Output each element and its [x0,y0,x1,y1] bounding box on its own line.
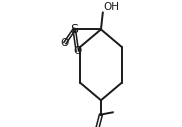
Text: O: O [61,38,69,48]
Text: O: O [73,46,82,56]
Text: OH: OH [103,2,119,12]
Text: S: S [70,23,78,36]
